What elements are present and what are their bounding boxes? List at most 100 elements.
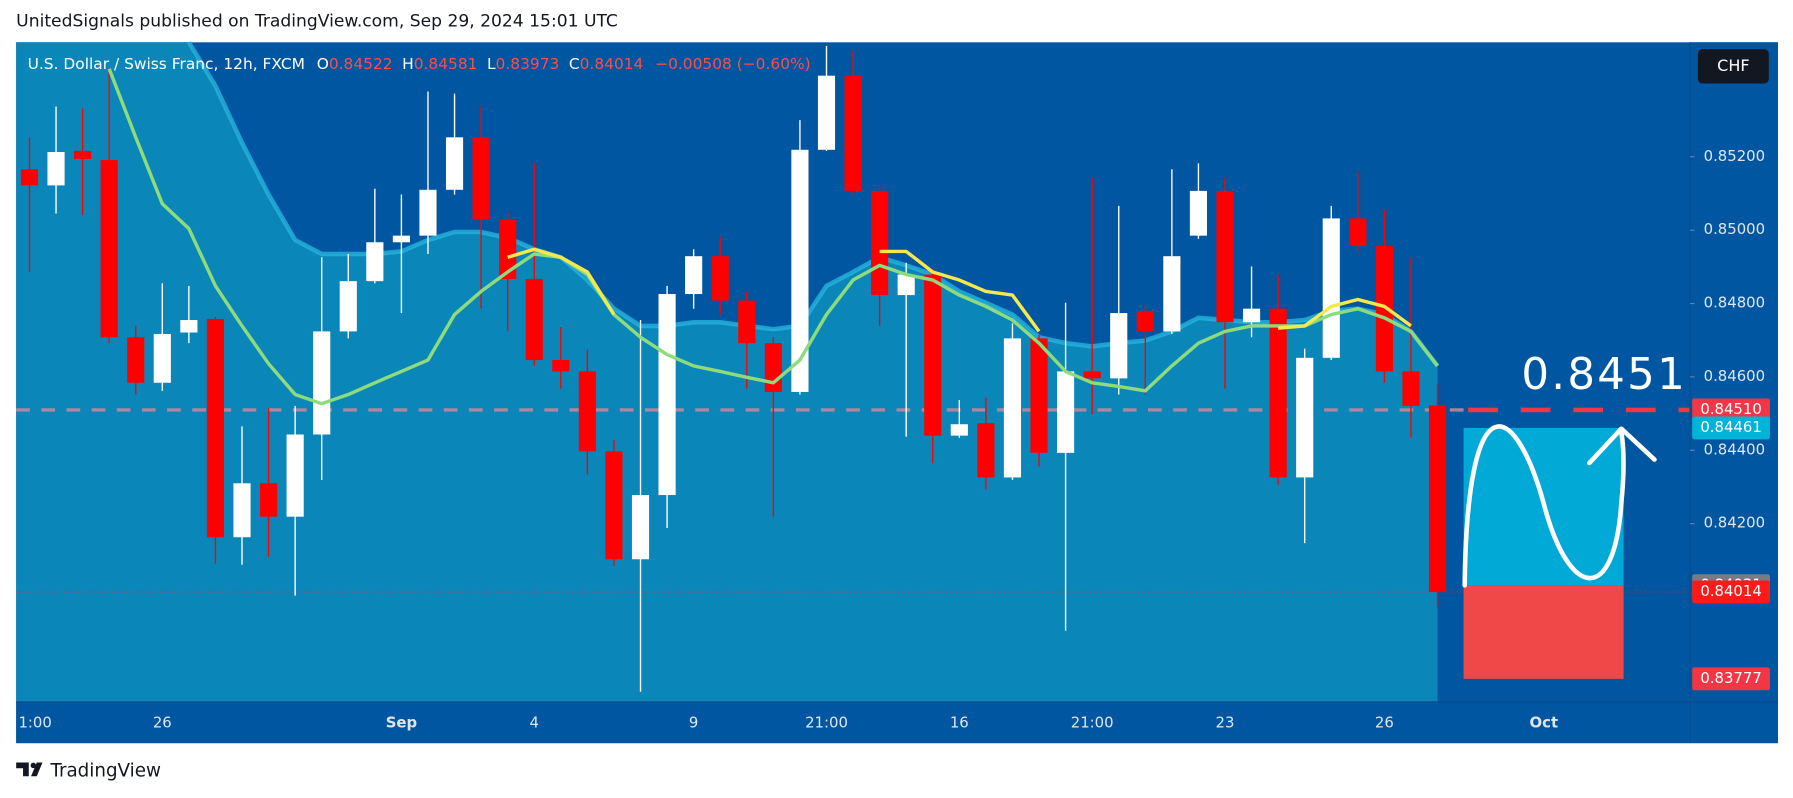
- candle-body: [1189, 190, 1208, 236]
- x-tick-label: 16: [950, 714, 969, 732]
- candle-body: [313, 331, 331, 435]
- price-label-box: [1692, 580, 1770, 604]
- x-tick-label: Sep: [386, 714, 417, 732]
- candle-body: [791, 149, 809, 392]
- candle-body: [180, 320, 198, 333]
- x-tick-label: 21:00: [1071, 714, 1114, 732]
- candle-body: [1083, 371, 1101, 379]
- candle-body: [127, 337, 145, 383]
- candle-body: [1242, 308, 1261, 323]
- x-tick-label: 21:00: [805, 714, 848, 732]
- candle-body: [47, 152, 65, 186]
- price-label-box: [1692, 398, 1770, 422]
- y-tick-label: 0.84800: [1704, 294, 1765, 312]
- moving-average: [107, 68, 1439, 406]
- y-tick-label: 0.85200: [1704, 147, 1765, 165]
- candle-body: [339, 281, 357, 332]
- candle-body: [605, 451, 623, 560]
- y-tick-label: 0.85000: [1704, 220, 1765, 238]
- candle-body: [20, 169, 39, 186]
- price-label: 0.84014: [1700, 582, 1761, 600]
- candle-body: [286, 434, 304, 517]
- candle-body: [711, 256, 729, 301]
- candle-body: [206, 318, 225, 538]
- axes: 0.85200 0.85000 0.84800 0.84600 0.84400 0.842…: [18, 147, 1770, 732]
- candle-body: [1003, 338, 1022, 478]
- candle-body: [871, 190, 889, 296]
- candle-body: [153, 333, 171, 383]
- candle-body: [552, 360, 570, 372]
- logo-mark: [16, 762, 43, 777]
- candle-body: [445, 137, 464, 190]
- ohlc-value: 0.84522: [329, 55, 393, 73]
- x-tick-label: 4: [530, 714, 539, 732]
- candle-body: [525, 278, 543, 361]
- ohlc-value: 0.84581: [414, 55, 478, 73]
- x-tick-label: 26: [153, 714, 172, 732]
- y-tick-label: 0.84200: [1704, 514, 1765, 532]
- x-tick-label: 1:00: [18, 714, 51, 732]
- candle-body: [499, 219, 517, 279]
- candle-body: [419, 189, 437, 236]
- candle-body: [1216, 190, 1234, 323]
- tradingview-logo: [16, 762, 43, 777]
- candle-body: [685, 256, 703, 294]
- chart-legend: U.S. Dollar / Swiss Franc, 12h, FXCM O0.…: [28, 55, 811, 73]
- currency-label[interactable]: CHF: [1717, 56, 1749, 75]
- x-tick-label: 26: [1375, 714, 1394, 732]
- price-label-box: [1692, 416, 1770, 440]
- candle-body: [472, 137, 490, 220]
- candle-body: [1402, 371, 1420, 406]
- x-tick-label: Oct: [1530, 714, 1559, 732]
- candle-body: [1375, 245, 1393, 372]
- ohlc-value: 0.83973: [496, 55, 560, 73]
- price-label: 0.84461: [1700, 418, 1761, 436]
- moving-average: [507, 247, 1412, 333]
- brand: TradingView: [49, 761, 161, 782]
- candle-body: [260, 483, 278, 517]
- ohlc-key: O: [317, 55, 329, 73]
- candle-body: [950, 424, 968, 436]
- x-tick-label: 23: [1216, 714, 1235, 732]
- logo-dot: [30, 762, 37, 769]
- loss-zone: [1463, 585, 1624, 679]
- candle-body: [817, 75, 836, 150]
- ohlc-key: C: [569, 55, 580, 73]
- price-axis: [1689, 42, 1778, 744]
- ohlc-value: 0.84014: [580, 55, 644, 73]
- candle-body: [233, 483, 251, 538]
- symbol: U.S. Dollar / Swiss Franc, 12h, FXCM: [28, 55, 305, 73]
- ohlc-key: H: [402, 55, 414, 73]
- candle-body: [897, 274, 915, 296]
- change: −0.00508 (−0.60%): [655, 55, 811, 73]
- candle-body: [631, 495, 650, 560]
- candle-body: [392, 235, 410, 243]
- candle-body: [738, 300, 756, 344]
- candle-body: [366, 242, 384, 282]
- candle-body: [578, 371, 596, 452]
- time-axis: [16, 701, 1690, 744]
- price-label-box: [1692, 667, 1770, 691]
- y-tick-label: 0.84400: [1704, 440, 1765, 458]
- price-label: 0.83777: [1700, 669, 1761, 687]
- plot-area: 0.8451: [16, 41, 1690, 702]
- candle-body: [1030, 338, 1048, 453]
- x-tick-label: 9: [689, 714, 698, 732]
- candle-body: [1269, 308, 1287, 478]
- candle-body: [1322, 218, 1340, 358]
- candle-body: [74, 150, 92, 159]
- candle-body: [658, 293, 676, 496]
- candle-body: [1296, 357, 1314, 478]
- candle-body: [1136, 310, 1154, 332]
- ohlc-key: L: [487, 55, 496, 73]
- forecast-arrow: [1462, 424, 1657, 588]
- candle-body: [1428, 405, 1447, 592]
- candle-body: [1163, 256, 1181, 332]
- currency-button[interactable]: [1697, 49, 1769, 84]
- price-label: 0.84510: [1700, 400, 1761, 418]
- candle-body: [924, 274, 942, 436]
- y-tick-label: 0.84600: [1704, 367, 1765, 385]
- candle-body: [1057, 371, 1075, 453]
